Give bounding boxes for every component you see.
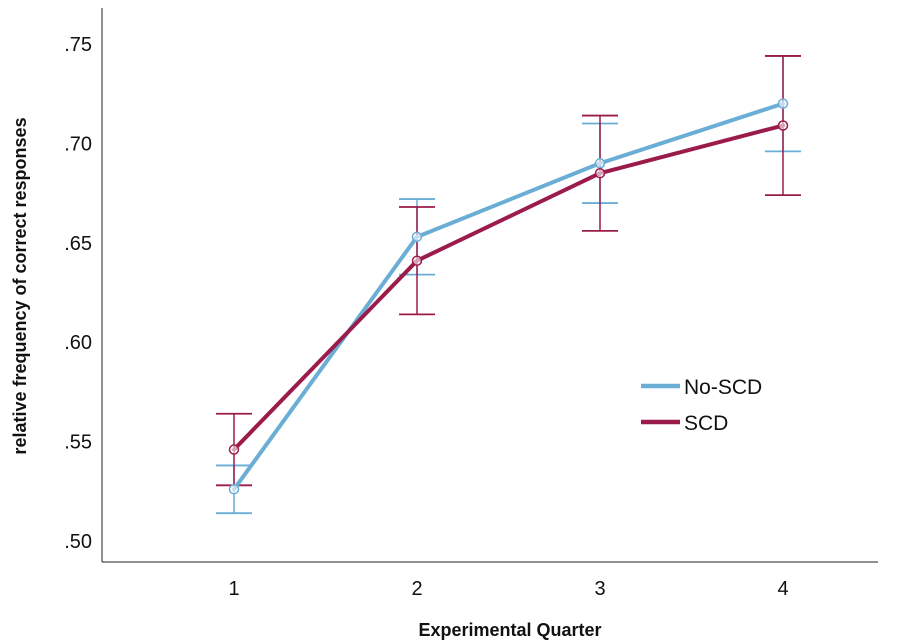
series-line-scd — [232, 123, 785, 452]
axes — [101, 8, 878, 563]
y-tick-label: .65 — [64, 233, 92, 255]
y-tick-label: .50 — [64, 531, 92, 553]
y-tick-label: .75 — [64, 34, 92, 56]
x-tick-label: 1 — [228, 578, 239, 600]
data-point — [594, 167, 606, 179]
legend-label-scd: SCD — [684, 412, 728, 435]
legend: No-SCD SCD — [641, 376, 762, 435]
x-axis-title: Experimental Quarter — [418, 620, 601, 640]
data-point — [228, 484, 240, 495]
x-axis-ticks: 1 2 3 4 — [228, 578, 788, 600]
data-point — [594, 158, 606, 169]
data-points — [228, 98, 789, 495]
data-point — [411, 231, 423, 243]
x-tick-label: 4 — [777, 578, 788, 600]
data-point — [228, 444, 240, 455]
y-axis-ticks: .50 .55 .60 .65 .70 .75 — [64, 34, 92, 553]
series-lines — [232, 101, 785, 492]
legend-label-no-scd: No-SCD — [684, 376, 762, 399]
y-axis-title: relative frequency of correct responses — [10, 117, 30, 454]
y-tick-label: .55 — [64, 432, 92, 454]
x-tick-label: 3 — [594, 578, 605, 600]
data-point — [777, 120, 789, 131]
y-tick-label: .70 — [64, 133, 92, 155]
x-tick-label: 2 — [411, 578, 422, 600]
data-point — [777, 98, 789, 109]
y-tick-label: .60 — [64, 332, 92, 354]
data-point — [411, 255, 423, 266]
series-line-no-scd — [232, 101, 785, 492]
